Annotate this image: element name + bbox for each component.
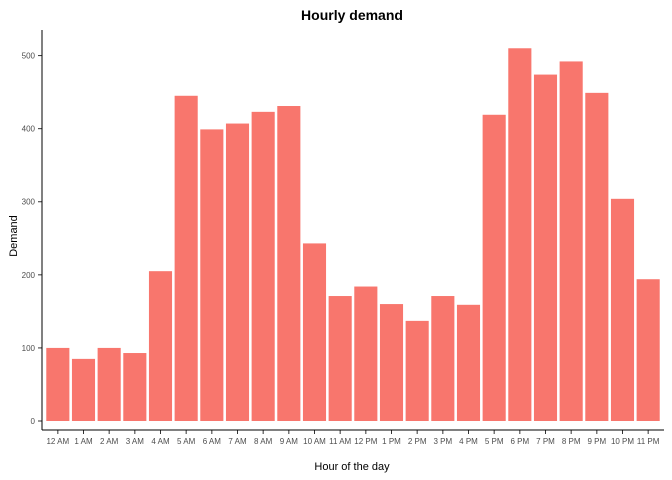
x-axis-title: Hour of the day xyxy=(314,461,390,473)
y-tick-label: 100 xyxy=(22,344,36,353)
y-tick-label: 500 xyxy=(22,52,36,61)
bar-11-am xyxy=(328,296,352,421)
x-tick-label: 12 PM xyxy=(354,437,377,446)
bar-12-pm xyxy=(354,286,378,421)
bar-1-pm xyxy=(379,304,404,421)
bar-2-am xyxy=(97,347,121,421)
bar-10-am xyxy=(302,243,327,421)
chart-title: Hourly demand xyxy=(301,7,403,23)
x-tick-label: 8 PM xyxy=(562,437,581,446)
x-tick-label: 11 AM xyxy=(329,437,351,446)
y-tick-label: 400 xyxy=(22,125,36,134)
bar-10-pm xyxy=(610,198,635,421)
y-tick-label: 0 xyxy=(31,417,36,426)
x-tick-label: 11 PM xyxy=(637,437,660,446)
x-tick-label: 5 PM xyxy=(485,437,504,446)
x-tick-label: 2 PM xyxy=(408,437,427,446)
x-ticks-group: 12 AM 1 AM 2 AM 3 AM 4 AM 5 AM 6 AM 7 AM 8 AM 9 A… xyxy=(46,430,660,446)
bar-7-am xyxy=(225,123,250,422)
bar-6-am xyxy=(200,129,224,421)
x-tick-label: 6 AM xyxy=(203,437,222,446)
x-tick-label: 12 AM xyxy=(46,437,69,446)
x-tick-label: 4 PM xyxy=(459,437,478,446)
bar-8-am xyxy=(251,111,275,421)
x-tick-label: 10 AM xyxy=(303,437,326,446)
bar-5-am xyxy=(174,95,198,421)
y-axis-title: Demand xyxy=(8,215,20,257)
bar-2-pm xyxy=(405,320,429,421)
bar-12-am xyxy=(46,347,70,421)
bar-3-am xyxy=(123,353,147,421)
y-tick-label: 300 xyxy=(22,198,36,207)
x-tick-label: 3 PM xyxy=(433,437,452,446)
x-tick-label: 10 PM xyxy=(611,437,634,446)
bar-9-pm xyxy=(585,92,609,421)
x-tick-label: 9 PM xyxy=(587,437,606,446)
x-tick-label: 8 AM xyxy=(254,437,273,446)
x-tick-label: 7 PM xyxy=(536,437,555,446)
bar-9-am xyxy=(277,106,301,421)
bar-4-pm xyxy=(456,304,481,421)
y-tick-label: 200 xyxy=(22,271,36,280)
y-ticks-group: 0 100 200 300 400 500 xyxy=(22,52,42,426)
x-tick-label: 5 AM xyxy=(177,437,196,446)
x-tick-label: 6 PM xyxy=(510,437,529,446)
bar-8-pm xyxy=(559,61,583,422)
bar-6-pm xyxy=(508,48,532,422)
bar-7-pm xyxy=(533,74,558,421)
x-tick-label: 9 AM xyxy=(280,437,299,446)
bar-4-am xyxy=(148,271,173,421)
x-tick-label: 4 AM xyxy=(151,437,170,446)
bar-11-pm xyxy=(636,279,660,421)
x-tick-label: 7 AM xyxy=(228,437,247,446)
x-tick-label: 3 AM xyxy=(126,437,145,446)
x-tick-label: 1 PM xyxy=(382,437,401,446)
x-tick-label: 2 AM xyxy=(100,437,119,446)
bar-5-pm xyxy=(482,114,506,421)
x-tick-label: 1 AM xyxy=(74,437,93,446)
bar-3-pm xyxy=(431,296,455,421)
bars-group xyxy=(46,48,660,422)
bar-1-am xyxy=(71,358,96,421)
